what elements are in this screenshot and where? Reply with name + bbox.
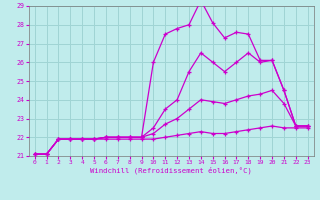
X-axis label: Windchill (Refroidissement éolien,°C): Windchill (Refroidissement éolien,°C) (90, 167, 252, 174)
